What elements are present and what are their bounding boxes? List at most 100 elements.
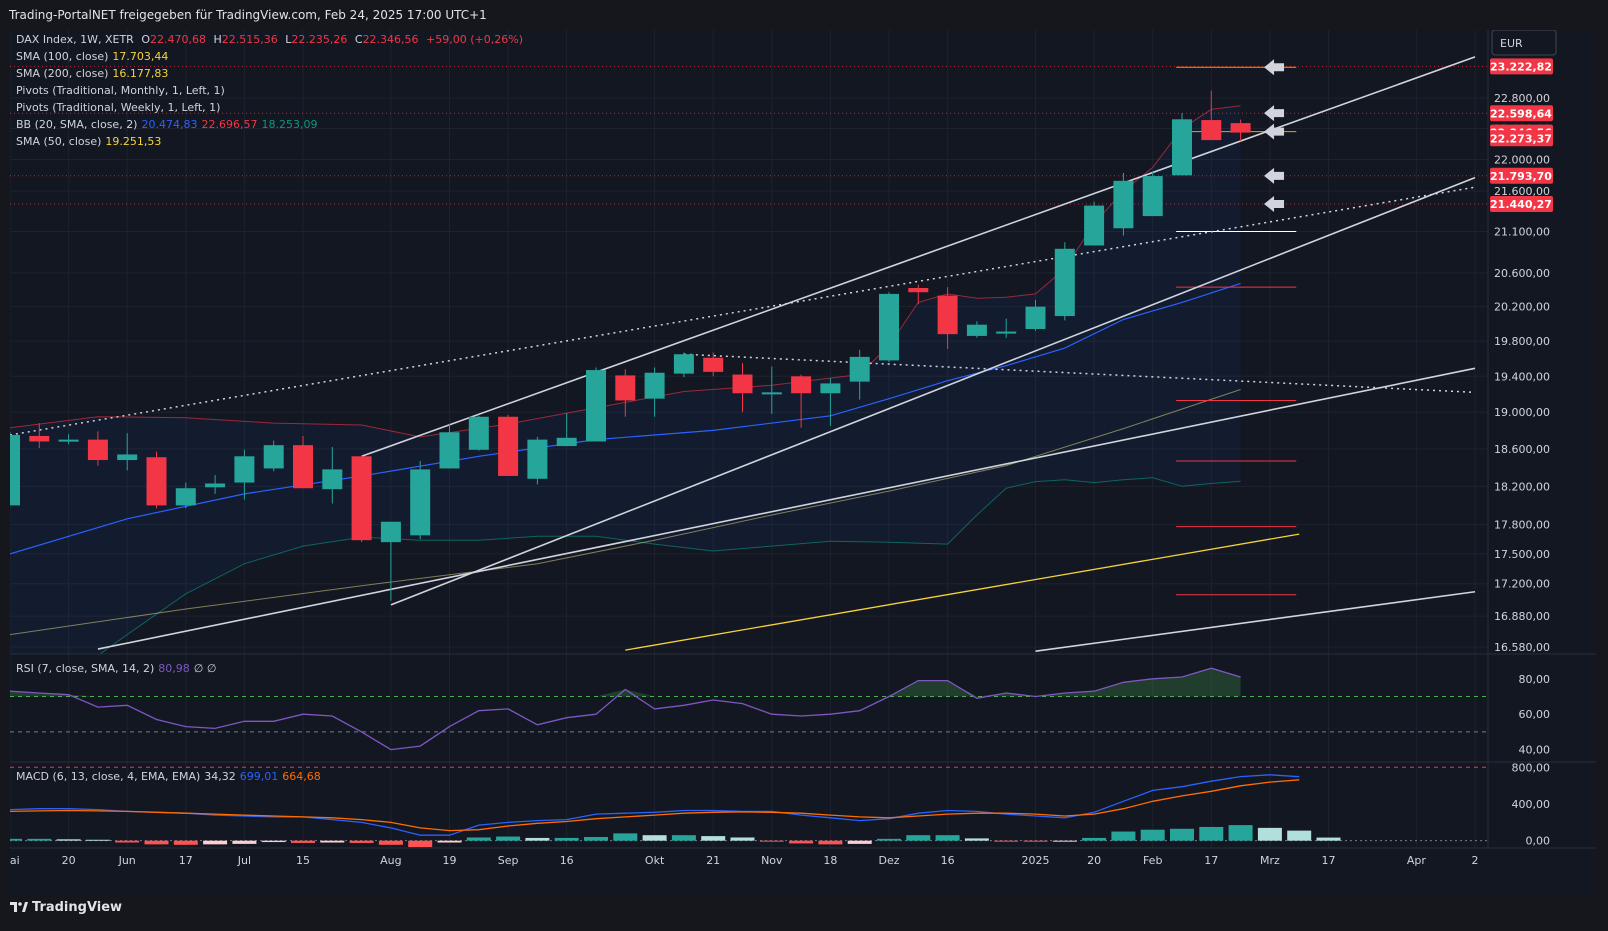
candle-body: [87, 439, 108, 461]
legend-main: DAX Index, 1W, XETR O22.470,68 H22.515,3…: [16, 33, 531, 46]
macd-histogram-bar: [642, 835, 667, 841]
main-pane: [10, 56, 1488, 654]
legend-pivots-monthly[interactable]: Pivots (Traditional, Monthly, 1, Left, 1…: [16, 84, 225, 97]
candle-body: [908, 287, 929, 293]
macd-histogram-bar: [671, 835, 696, 841]
rsi-tick-label: 60,00: [1519, 708, 1551, 721]
left-arrow-icon: [1264, 105, 1285, 122]
left-arrow-icon: [1264, 195, 1285, 212]
price-tick-label: 22.000,00: [1494, 154, 1550, 167]
price-badge: [1490, 130, 1553, 147]
macd-histogram-bar: [320, 840, 345, 843]
share-caption: Trading-PortalNET freigegeben für Tradin…: [9, 8, 487, 22]
legend-sma200[interactable]: SMA (200, close) 16.177,83: [16, 67, 169, 80]
macd-histogram-bar: [1111, 831, 1136, 841]
candle-body: [820, 383, 841, 394]
candle-body: [937, 295, 958, 335]
chart-canvas[interactable]: 22.800,0022.400,0022.000,0021.600,0021.1…: [0, 29, 1596, 896]
time-tick-label: 20: [62, 854, 76, 867]
legend-rsi[interactable]: RSI (7, close, SMA, 14, 2) 80,98 ∅ ∅: [16, 662, 217, 675]
left-arrow-icon: [1264, 59, 1285, 76]
candle-body: [351, 456, 372, 541]
price-badge: [1490, 167, 1553, 184]
price-tick-label: 21.600,00: [1494, 185, 1550, 198]
macd-histogram-bar: [466, 837, 491, 841]
candle-body: [1113, 180, 1134, 229]
macd-tick-label: 400,00: [1512, 798, 1551, 811]
time-tick-label: 2025: [1022, 854, 1050, 867]
bb-lower-line: [99, 477, 1241, 654]
currency-label: EUR: [1500, 37, 1523, 50]
macd-histogram-bar: [1228, 825, 1253, 841]
trend-line: [1035, 590, 1476, 652]
candle-body: [322, 469, 343, 490]
candle-body: [849, 356, 870, 382]
legend-sma50[interactable]: SMA (50, close) 19.251,53: [16, 135, 162, 148]
time-tick-label: 2: [1472, 854, 1479, 867]
candle-body: [1025, 306, 1046, 329]
candle-body: [615, 375, 636, 401]
candle-body: [761, 392, 782, 395]
price-tick-label: 17.500,00: [1494, 548, 1550, 561]
time-tick-label: Jun: [118, 854, 136, 867]
macd-tick-label: 800,00: [1512, 761, 1551, 774]
price-tick-label: 21.100,00: [1494, 226, 1550, 239]
time-tick-label: Apr: [1407, 854, 1427, 867]
candle-body: [410, 469, 431, 536]
macd-histogram-bar: [85, 839, 110, 841]
macd-histogram-bar: [789, 840, 814, 844]
macd-histogram-bar: [1140, 829, 1165, 841]
price-tick-label: 17.800,00: [1494, 519, 1550, 532]
price-tick-label: 18.600,00: [1494, 443, 1550, 456]
candle-body: [673, 354, 694, 374]
time-tick-label: 19: [443, 854, 457, 867]
legend-symbol[interactable]: DAX Index, 1W, XETR: [16, 33, 134, 46]
legend-sma100[interactable]: SMA (100, close) 17.703,44: [16, 50, 169, 63]
price-tick-label: 17.200,00: [1494, 578, 1550, 591]
legend-pivots-weekly[interactable]: Pivots (Traditional, Weekly, 1, Left, 1): [16, 101, 221, 114]
time-tick-label: Feb: [1143, 854, 1162, 867]
macd-histogram-bar: [584, 837, 608, 841]
macd-histogram-bar: [525, 837, 550, 841]
macd-histogram-bar: [1170, 828, 1194, 841]
price-tick-label: 18.200,00: [1494, 480, 1550, 493]
price-badge-label: 21.440,27: [1490, 198, 1552, 211]
chart-area[interactable]: 22.800,0022.400,0022.000,0021.600,0021.1…: [0, 29, 1596, 896]
price-tick-label: 19.000,00: [1494, 406, 1550, 419]
currency-button[interactable]: [1491, 29, 1557, 56]
macd-histogram-bar: [203, 840, 228, 845]
macd-histogram-bar: [1052, 840, 1077, 842]
macd-histogram-bar: [144, 840, 169, 845]
sma50-line: [10, 389, 1241, 636]
candle-body: [175, 488, 196, 506]
time-tick-label: Okt: [645, 854, 665, 867]
macd-histogram-bar: [408, 840, 433, 848]
candle-body: [879, 293, 899, 361]
price-tick-label: 16.880,00: [1494, 610, 1550, 623]
candle-body: [146, 457, 167, 506]
candle-body: [1084, 205, 1105, 246]
bb-fill: [10, 105, 1241, 654]
macd-histogram-bar: [935, 835, 960, 841]
legend-bb[interactable]: BB (20, SMA, close, 2) 20.474,83 22.696,57…: [16, 118, 318, 131]
time-tick-label: 16: [560, 854, 574, 867]
legend-macd[interactable]: MACD (6, 13, close, 4, EMA, EMA) 34,32 699…: [16, 770, 321, 783]
macd-histogram-bar: [730, 837, 755, 841]
sma100-line: [625, 533, 1300, 651]
macd-histogram-bar: [701, 836, 726, 841]
trend-line: [97, 367, 1476, 650]
candle-body: [966, 324, 987, 336]
candle-body: [586, 370, 606, 442]
macd-histogram-bar: [349, 840, 374, 843]
candle-body: [117, 454, 138, 461]
candle-body: [293, 445, 313, 489]
price-badge: [1490, 195, 1553, 212]
candle-body: [556, 437, 577, 447]
trend-line-dotted: [683, 353, 1476, 394]
candle-body: [234, 456, 255, 483]
macd-histogram-bar: [378, 840, 403, 845]
candle-body: [1054, 248, 1075, 317]
candle-body: [58, 439, 79, 442]
macd-histogram-bar: [261, 840, 286, 843]
price-badge-label: 22.273,37: [1490, 132, 1552, 145]
